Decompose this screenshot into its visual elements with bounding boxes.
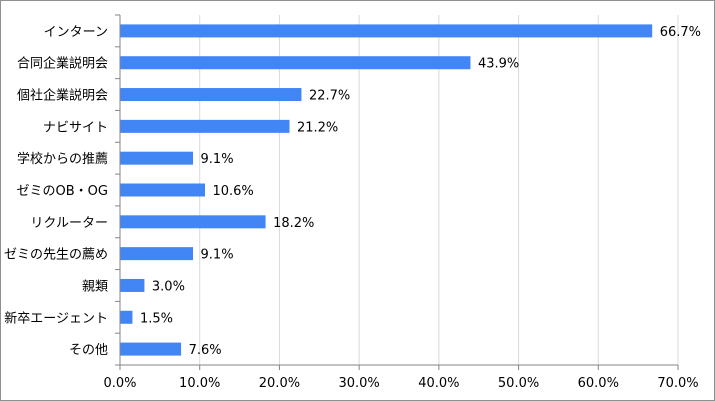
x-tick-label: 50.0% [498, 376, 539, 391]
data-label: 9.1% [201, 248, 234, 263]
x-tick-label: 60.0% [578, 376, 619, 391]
bar [120, 151, 194, 165]
bar [120, 119, 290, 133]
category-label: 学校からの推薦 [17, 151, 108, 167]
category-label: ゼミのOB・OG [17, 184, 108, 199]
data-label: 43.9% [478, 57, 519, 72]
x-tick-label: 20.0% [259, 376, 300, 391]
bar [120, 88, 302, 102]
x-tick-label: 70.0% [657, 376, 698, 391]
data-label: 10.6% [212, 184, 253, 199]
category-label: 個社企業説明会 [17, 88, 108, 104]
data-label: 18.2% [273, 216, 314, 231]
category-label: 親類 [82, 279, 108, 294]
category-label: 新卒エージェント [4, 310, 108, 326]
data-label: 3.0% [152, 279, 185, 294]
bar [120, 247, 194, 261]
x-tick-label: 0.0% [103, 376, 136, 391]
x-tick-label: 30.0% [338, 376, 379, 391]
data-label: 7.6% [189, 343, 222, 358]
category-label: インターン [44, 25, 108, 40]
bar [120, 215, 266, 229]
x-tick-label: 10.0% [179, 376, 220, 391]
data-label: 66.7% [660, 25, 701, 40]
category-label: リクルーター [30, 216, 108, 231]
bar [120, 183, 205, 197]
category-label: その他 [69, 343, 108, 358]
bar [120, 342, 182, 356]
data-label: 1.5% [140, 311, 173, 326]
x-tick-label: 40.0% [418, 376, 459, 391]
bar [120, 24, 653, 38]
data-label: 21.2% [297, 120, 338, 135]
bar [120, 310, 133, 324]
data-label: 22.7% [309, 89, 350, 104]
category-label: ゼミの先生の薦め [4, 248, 108, 263]
category-label: 合同企業説明会 [17, 56, 108, 72]
data-label: 9.1% [201, 152, 234, 167]
category-label: ナビサイト [43, 120, 108, 135]
bar [120, 278, 145, 292]
bar [120, 56, 471, 70]
